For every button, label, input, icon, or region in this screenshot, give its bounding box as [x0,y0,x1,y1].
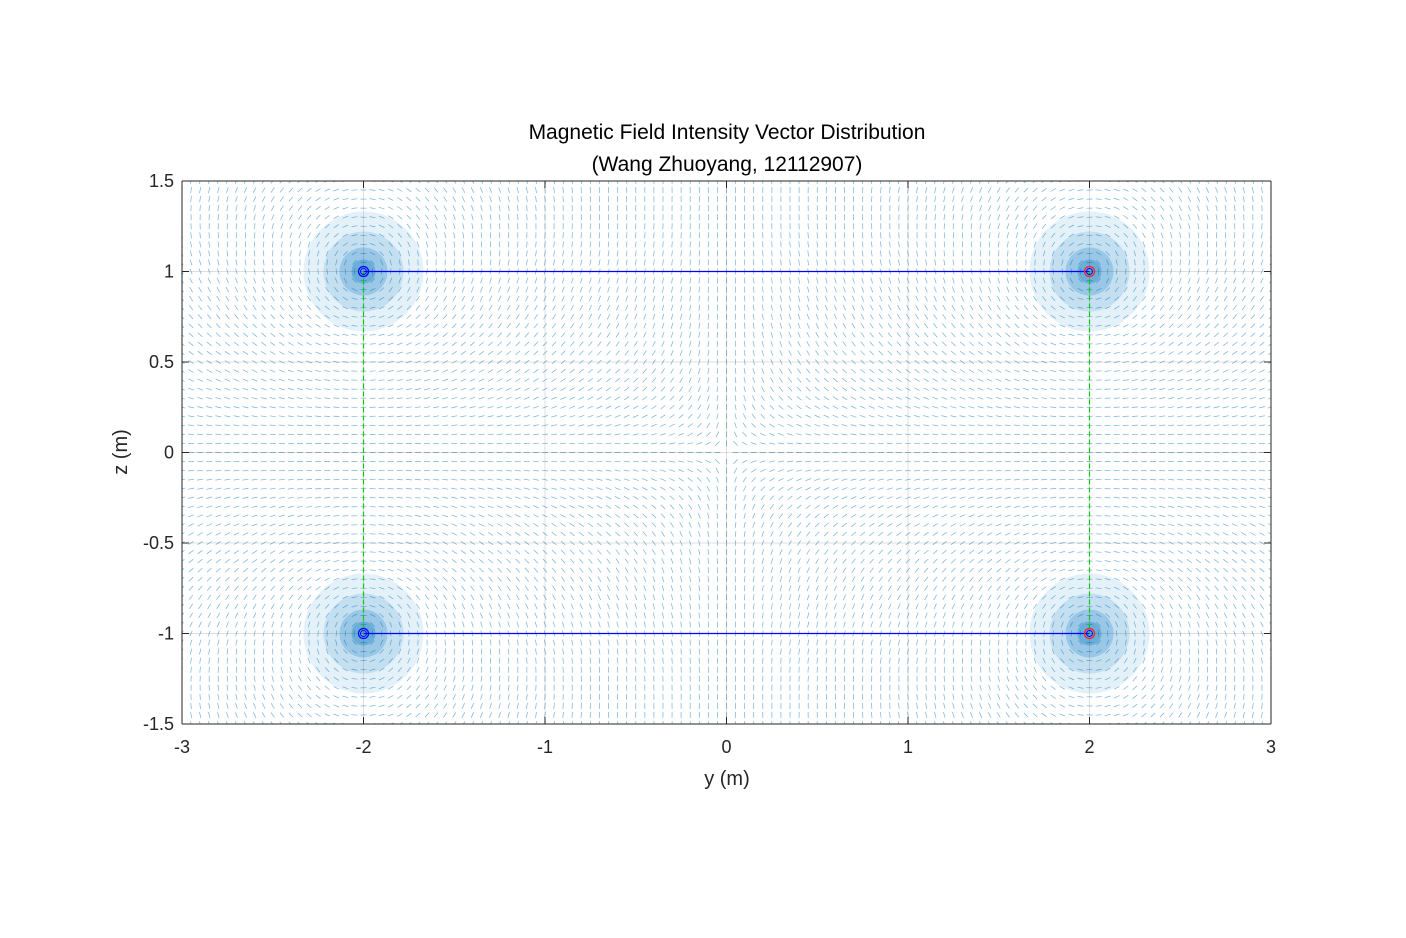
conductor-marker-inner [360,268,367,275]
y-axis-label: z (m) [110,429,132,475]
y-tick-label: 0.5 [149,352,174,372]
x-tick-label: -2 [355,737,371,757]
x-tick-label: -3 [174,737,190,757]
x-tick-label: -1 [537,737,553,757]
x-tick-label: 1 [903,737,913,757]
conductor-marker-inner [360,630,367,637]
x-ticks: -3 -2 -1 0 1 2 3 [174,181,1276,757]
y-tick-label: 0 [164,443,174,463]
y-tick-label: 1 [164,262,174,282]
conductor-marker [1083,627,1096,640]
y-ticks: 1.5 1 0.5 0 -0.5 -1 -1.5 [143,171,1271,734]
conductor-marker-inner [1086,630,1093,637]
y-tick-label: 1.5 [149,171,174,191]
x-tick-label: 2 [1084,737,1094,757]
vector-arrows [182,181,1271,724]
x-axis-label: y (m) [704,768,750,790]
y-tick-label: -1 [158,624,174,644]
chart-title: Magnetic Field Intensity Vector Distribu… [529,121,926,144]
conductor-marker [357,265,370,278]
wires [362,270,1091,635]
y-tick-label: -1.5 [143,714,174,734]
chart-subtitle: (Wang Zhuoyang, 12112907) [592,153,863,176]
conductor-marker-inner [1086,268,1093,275]
x-tick-label: 0 [721,737,731,757]
conductor-marker [357,627,370,640]
y-tick-label: -0.5 [143,533,174,553]
x-tick-label: 3 [1266,737,1276,757]
conductor-marker [1083,265,1096,278]
conductor-markers [357,265,1096,640]
